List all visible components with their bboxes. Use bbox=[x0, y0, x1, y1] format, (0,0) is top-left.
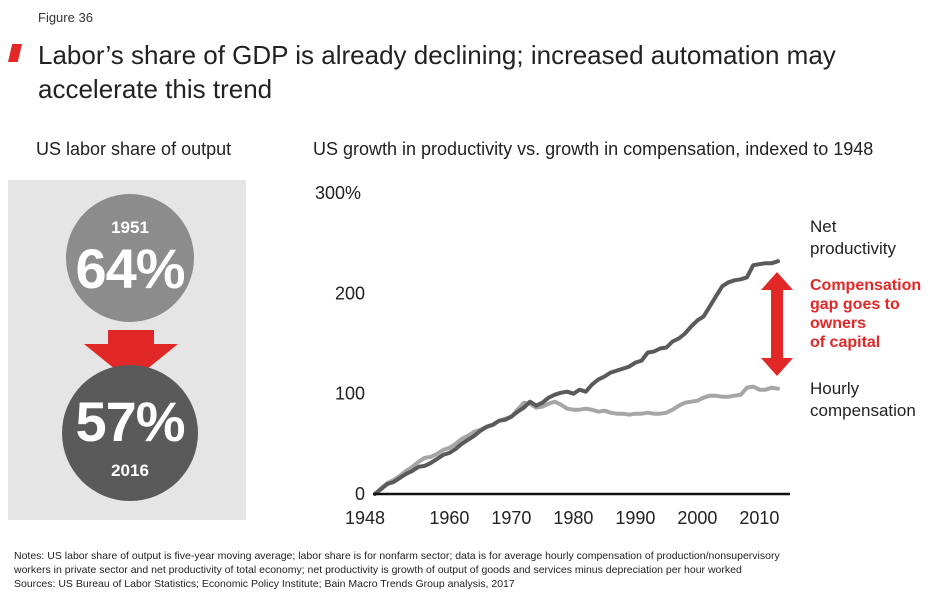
notes-line-1: Notes: US labor share of output is five-… bbox=[14, 550, 780, 562]
compensation-gap-annotation: Compensation gap goes to owners of capit… bbox=[810, 276, 921, 352]
notes-line-3: Sources: US Bureau of Labor Statistics; … bbox=[14, 578, 515, 590]
labor-share-2016-value: 57% bbox=[75, 390, 185, 453]
labor-share-1951-circle: 1951 64% bbox=[66, 194, 194, 322]
labor-share-1951-year: 1951 bbox=[111, 218, 149, 237]
hourly-compensation-label-line-2: compensation bbox=[810, 401, 916, 420]
x-tick-label: 1990 bbox=[615, 508, 655, 528]
hourly-compensation-label: Hourly compensation bbox=[810, 378, 916, 422]
hourly-compensation-series-line bbox=[373, 384, 780, 496]
x-tick-label: 1970 bbox=[491, 508, 531, 528]
down-arrow-icon bbox=[84, 330, 178, 382]
x-tick-label: 2010 bbox=[739, 508, 779, 528]
net-productivity-label: Net productivity bbox=[810, 216, 896, 260]
productivity-compensation-chart: 0 100 200 300% 1948 1960 1970 1980 1990 2000 2010 bbox=[315, 183, 790, 528]
gap-annotation-line-3: owners bbox=[810, 315, 867, 332]
net-productivity-label-line-1: Net bbox=[810, 217, 837, 236]
net-productivity-label-line-2: productivity bbox=[810, 239, 896, 258]
gap-annotation-line-1: Compensation bbox=[810, 277, 922, 294]
gap-double-arrow-icon bbox=[761, 272, 793, 376]
left-panel-subtitle: US labor share of output bbox=[36, 139, 232, 159]
x-tick-label: 1960 bbox=[429, 508, 469, 528]
labor-share-2016-year: 2016 bbox=[111, 461, 149, 480]
y-tick-label: 200 bbox=[335, 283, 365, 303]
hourly-compensation-label-line-1: Hourly bbox=[810, 379, 860, 398]
notes-line-2: workers in private sector and net produc… bbox=[14, 564, 742, 576]
x-tick-label: 1948 bbox=[345, 508, 385, 528]
y-tick-label: 100 bbox=[335, 384, 365, 404]
net-productivity-series-line bbox=[373, 259, 780, 496]
figure-label: Figure 36 bbox=[38, 10, 93, 25]
x-tick-label: 2000 bbox=[677, 508, 717, 528]
page-title: Labor’s share of GDP is already declinin… bbox=[38, 40, 836, 104]
chart-title: US growth in productivity vs. growth in … bbox=[313, 139, 874, 159]
x-tick-label: 1980 bbox=[553, 508, 593, 528]
labor-share-2016-circle: 57% 2016 bbox=[62, 365, 198, 501]
gap-annotation-line-2: gap goes to bbox=[810, 296, 900, 313]
title-accent-mark bbox=[8, 44, 22, 62]
gap-annotation-line-4: of capital bbox=[810, 334, 881, 351]
y-tick-label: 300% bbox=[315, 183, 361, 203]
labor-share-1951-value: 64% bbox=[75, 237, 185, 300]
y-tick-label: 0 bbox=[355, 484, 365, 504]
notes-footer: Notes: US labor share of output is five-… bbox=[14, 549, 944, 591]
